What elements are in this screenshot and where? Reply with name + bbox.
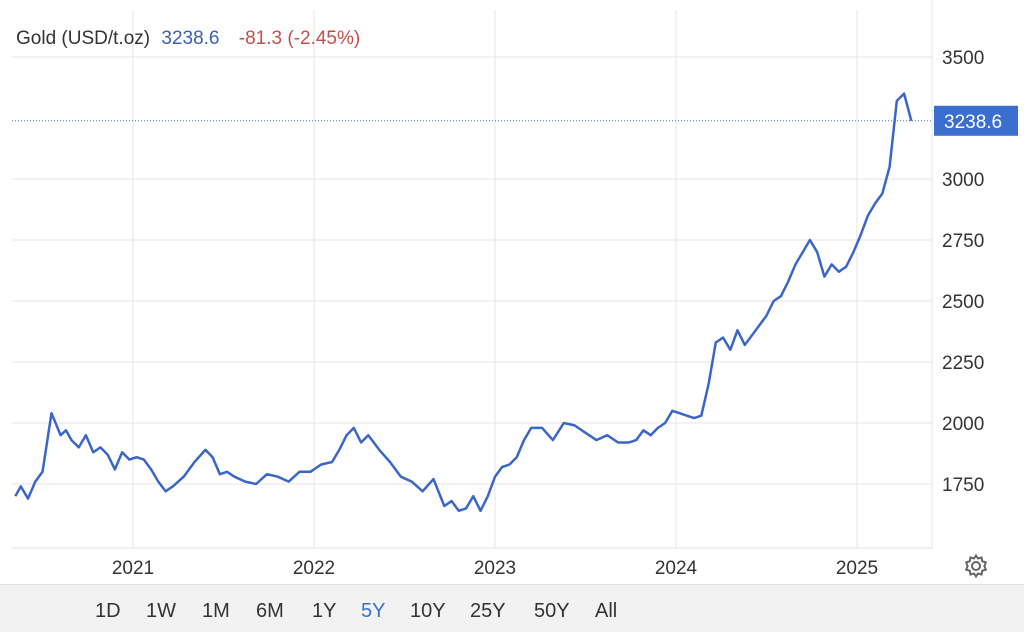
x-tick-label: 2021 [112, 558, 154, 579]
range-button-1m[interactable]: 1M [202, 600, 230, 622]
range-button-5y[interactable]: 5Y [361, 600, 386, 622]
x-axis-ticks: 2021 2022 2023 2024 2025 [112, 558, 878, 579]
last-price-label-text: 3238.6 [944, 112, 1002, 133]
range-button-1y[interactable]: 1Y [312, 600, 337, 622]
range-button-25y[interactable]: 25Y [470, 600, 506, 622]
range-button-6m[interactable]: 6M [256, 600, 284, 622]
range-button-50y[interactable]: 50Y [534, 600, 570, 622]
y-tick-label: 3500 [942, 48, 984, 69]
x-tick-label: 2024 [655, 558, 698, 579]
y-tick-label: 1750 [942, 475, 984, 496]
x-tick-label: 2025 [836, 558, 878, 579]
y-tick-label: 2250 [942, 353, 984, 374]
last-price-label-bg [934, 105, 1018, 136]
y-tick-label: 3000 [942, 170, 984, 191]
range-toolbar: 1D 1W 1M 6M 1Y 5Y 10Y 25Y 50Y All [0, 584, 1024, 632]
chart-title: Gold (USD/t.oz) [16, 28, 151, 49]
chart-header: Gold (USD/t.oz) 3238.6 -81.3 (-2.45%) [16, 28, 360, 50]
grid-lines [12, 0, 933, 549]
y-tick-label: 2500 [942, 292, 984, 313]
x-tick-label: 2023 [474, 558, 516, 579]
range-button-10y[interactable]: 10Y [410, 600, 446, 622]
range-button-1d[interactable]: 1D [95, 600, 121, 622]
last-price-label: 3238.6 [934, 105, 1018, 136]
range-button-1w[interactable]: 1W [146, 600, 176, 622]
gear-icon[interactable] [963, 553, 989, 579]
y-axis-ticks: 1750 2000 2250 2500 2750 3000 3500 [942, 48, 984, 496]
current-price: 3238.6 [161, 28, 220, 49]
x-tick-label: 2022 [293, 558, 335, 579]
y-tick-label: 2750 [942, 231, 984, 252]
price-change: -81.3 (-2.45%) [238, 28, 361, 49]
gold-price-line [14, 92, 913, 513]
y-tick-label: 2000 [942, 414, 984, 435]
range-button-all[interactable]: All [595, 600, 618, 622]
